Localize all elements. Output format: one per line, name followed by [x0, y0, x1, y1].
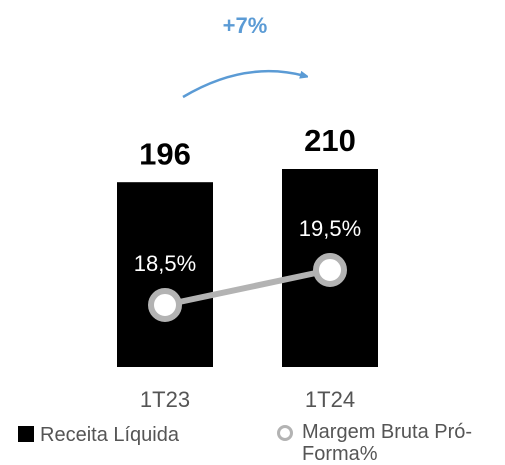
x-tick-label: 1T24: [305, 387, 355, 412]
legend-swatch: [18, 426, 34, 442]
margin-marker: [313, 253, 347, 287]
legend-bar: Receita Líquida: [18, 424, 179, 446]
bar: [117, 182, 213, 367]
legend-line: Margem Bruta Pró-Forma%: [302, 421, 473, 465]
margin-value-label: 19,5%: [299, 216, 361, 241]
margin-value-label: 18,5%: [134, 251, 196, 276]
bar-value-label: 210: [304, 123, 356, 158]
margin-marker: [148, 288, 182, 322]
growth-annotation: +7%: [223, 13, 268, 38]
legend-swatch: [277, 425, 293, 441]
x-tick-label: 1T23: [140, 387, 190, 412]
margin-line: [164, 267, 331, 308]
growth-arrow: [182, 69, 305, 99]
legend-label: Receita Líquida: [40, 424, 179, 446]
bar-value-label: 196: [139, 136, 191, 171]
